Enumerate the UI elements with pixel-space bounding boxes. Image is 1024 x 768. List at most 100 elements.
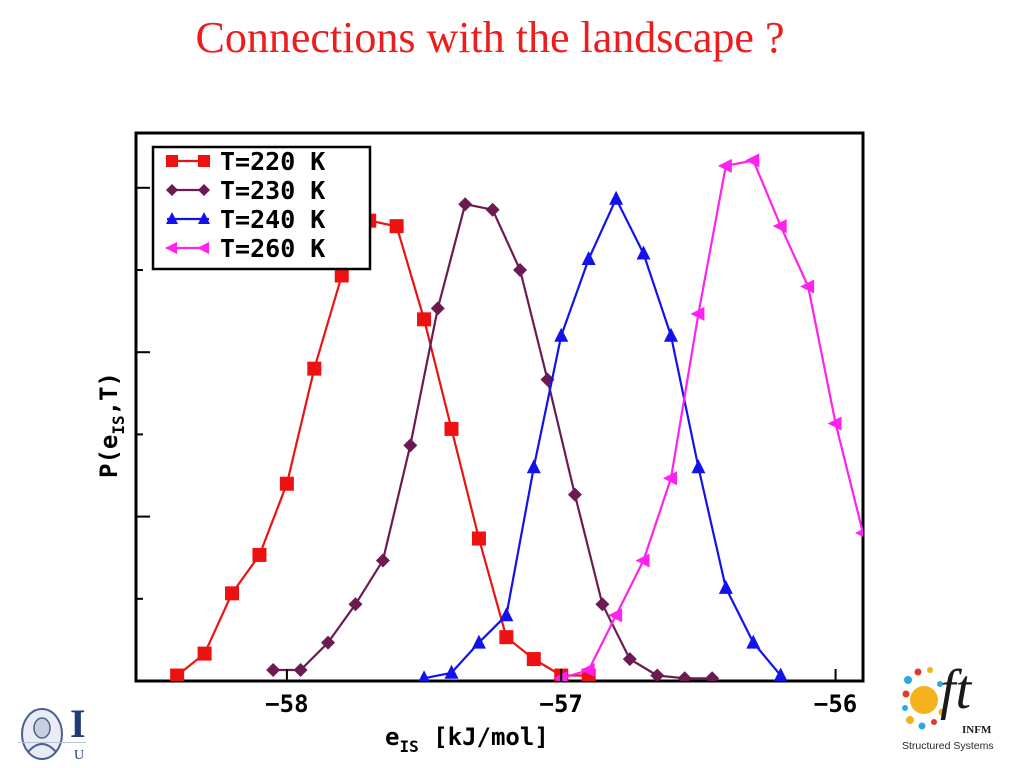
data-point [499, 630, 514, 645]
data-point [650, 668, 665, 681]
series-line [423, 196, 782, 680]
data-point [745, 153, 760, 168]
x-axis-label-sub: IS [399, 737, 418, 756]
logo-subtitle: Structured Systems [902, 740, 994, 752]
legend-marker [198, 184, 210, 196]
data-point [526, 459, 541, 474]
data-point [252, 547, 267, 562]
data-point [772, 219, 787, 234]
data-point [690, 306, 705, 321]
data-point [471, 531, 486, 546]
dots-emblem-icon [902, 667, 946, 730]
data-point [444, 421, 459, 436]
data-point [746, 634, 761, 649]
data-point [266, 663, 281, 678]
data-point [663, 327, 678, 342]
slide-title: Connections with the landscape ? [195, 13, 785, 62]
data-point [705, 671, 720, 681]
y-axis-label-pre: P(e [95, 435, 123, 478]
data-point [855, 529, 863, 538]
legend-label: T=240 K [220, 205, 325, 234]
data-point [622, 652, 637, 667]
data-point [513, 263, 528, 277]
data-point [485, 202, 500, 217]
legend-marker [166, 184, 178, 196]
data-point [417, 312, 432, 327]
data-point [197, 646, 212, 661]
data-point [581, 251, 596, 266]
data-point [677, 671, 692, 681]
data-point [225, 586, 240, 601]
data-point [279, 476, 294, 491]
series-0 [170, 213, 596, 681]
logo-big-letter: I [70, 701, 86, 746]
logo-infm: INFM [962, 724, 992, 736]
data-point [718, 579, 733, 594]
series-3 [553, 153, 863, 681]
y-axis-label: P(eIS,T) [95, 372, 128, 478]
data-point [567, 487, 582, 502]
legend-label: T=260 K [220, 234, 325, 263]
series-1 [266, 197, 720, 681]
data-point [827, 416, 842, 431]
data-point [458, 197, 473, 212]
x-tick-label: −56 [814, 690, 857, 718]
legend-marker [198, 155, 210, 167]
legend-item: T=240 K [166, 205, 325, 234]
legend-marker [166, 212, 178, 224]
logo-brand: ft [940, 659, 972, 721]
legend-label: T=230 K [220, 176, 325, 205]
legend-marker [198, 212, 210, 224]
crest-icon [21, 708, 63, 760]
x-axis-label-main: e [385, 723, 399, 751]
data-point [321, 635, 336, 650]
legend-item: T=230 K [166, 176, 325, 205]
data-point [608, 608, 623, 623]
legend-marker [166, 155, 178, 167]
data-point [636, 245, 651, 260]
data-point [418, 670, 430, 681]
legend-marker [197, 242, 209, 254]
data-point [595, 597, 610, 612]
data-point [662, 471, 677, 486]
data-point [609, 190, 624, 205]
legend-label: T=220 K [220, 147, 325, 176]
series-line [176, 219, 589, 677]
data-point [307, 361, 322, 376]
legend-marker [165, 242, 177, 254]
legend-item: T=220 K [166, 147, 325, 176]
series-layer [170, 153, 863, 681]
data-point [499, 607, 514, 622]
data-point [375, 553, 390, 568]
data-point [334, 268, 349, 283]
university-logo: I U [18, 701, 218, 768]
logo-small-letter: U [74, 748, 85, 763]
infm-soft-logo: ft INFM Structured Systems [900, 656, 1000, 762]
data-point [717, 158, 732, 173]
data-point [800, 279, 815, 294]
series-2 [418, 190, 788, 681]
x-tick-label: −58 [265, 690, 308, 718]
data-point [635, 553, 650, 568]
y-axis-label-post: ,T) [95, 372, 123, 415]
data-point [430, 301, 445, 316]
data-point [444, 664, 459, 679]
data-point [471, 634, 486, 649]
data-point [554, 327, 569, 342]
x-tick-label: −57 [540, 690, 583, 718]
ticks-layer: −58 −57 −56 [136, 186, 857, 718]
y-axis-label-sub: IS [109, 415, 128, 434]
data-point [691, 459, 706, 474]
series-line [560, 159, 863, 680]
data-point [403, 438, 418, 453]
legend-item: T=260 K [165, 234, 325, 263]
data-point [526, 652, 541, 667]
data-point [580, 663, 595, 678]
x-axis-label: eIS [kJ/mol] [385, 723, 549, 756]
x-axis-label-units: [kJ/mol] [419, 723, 549, 751]
data-point [348, 597, 363, 612]
legend: T=220 KT=230 KT=240 KT=260 K [151, 145, 372, 271]
data-point [170, 668, 185, 681]
logo-rule [18, 742, 86, 743]
